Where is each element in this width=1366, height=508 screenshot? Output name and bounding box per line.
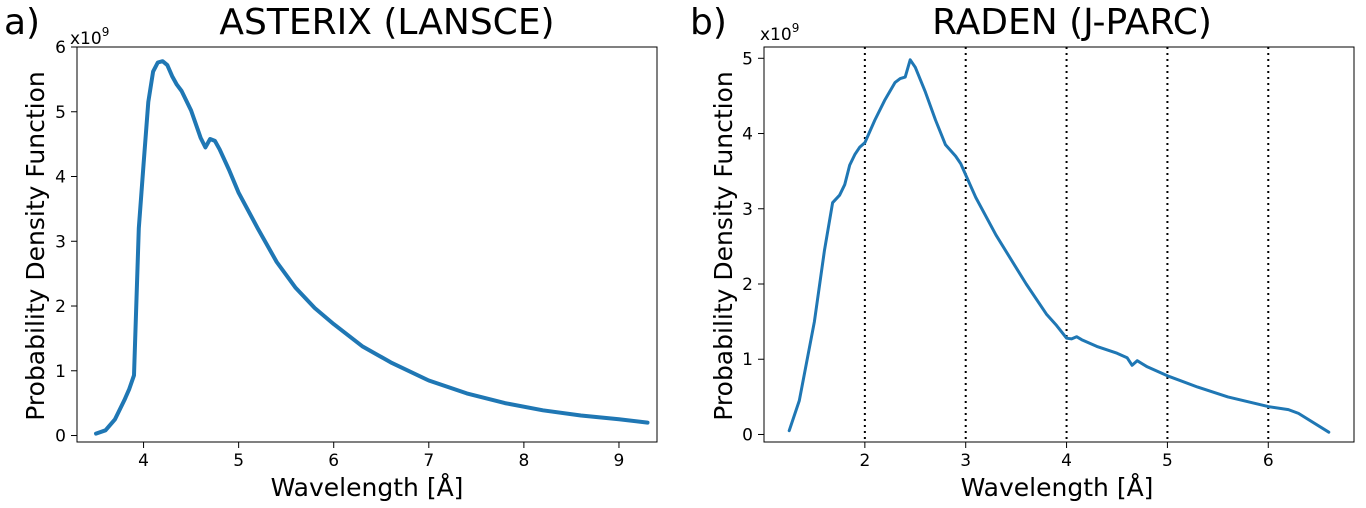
x-tick-label-b-4: 6 bbox=[1263, 451, 1274, 471]
ticks-a: 4 5 6 7 8 9 0 1 2 3 4 5 6 bbox=[55, 38, 624, 471]
x-tick-label-b-2: 4 bbox=[1061, 451, 1072, 471]
panel-a: a) ASTERIX (LANSCE) x109 Probability Den… bbox=[4, 2, 658, 502]
y-tick-label-a-4: 4 bbox=[55, 168, 66, 188]
y-multiplier-exp-b: 9 bbox=[792, 21, 800, 35]
y-multiplier-b: x109 bbox=[760, 21, 799, 45]
series-b bbox=[787, 58, 1331, 434]
y-tick-label-a-3: 3 bbox=[55, 232, 66, 252]
axes-frame-a bbox=[76, 46, 658, 443]
y-tick-label-a-0: 0 bbox=[55, 427, 66, 447]
x-axis-title-b: Wavelength [Å] bbox=[961, 473, 1154, 502]
panel-letter-a: a) bbox=[4, 2, 40, 43]
series-a bbox=[94, 59, 650, 436]
axes-frame-b bbox=[763, 46, 1355, 443]
y-tick-label-a-2: 2 bbox=[55, 297, 66, 317]
y-tick-label-b-2: 2 bbox=[742, 275, 753, 295]
series-line-a-0 bbox=[94, 59, 650, 436]
y-multiplier-a: x109 bbox=[70, 25, 109, 49]
y-axis-title-a: Probability Density Function bbox=[21, 71, 50, 420]
x-tick-label-a-4: 8 bbox=[518, 451, 529, 471]
series-line-b-0 bbox=[787, 58, 1331, 434]
y-tick-label-b-0: 0 bbox=[742, 425, 753, 445]
x-axis-title-a: Wavelength [Å] bbox=[271, 473, 464, 502]
y-multiplier-base-b: x10 bbox=[760, 25, 792, 45]
x-tick-label-b-3: 5 bbox=[1162, 451, 1173, 471]
x-tick-label-b-1: 3 bbox=[960, 451, 971, 471]
panel-title-b: RADEN (J-PARC) bbox=[932, 2, 1212, 43]
y-multiplier-base-a: x10 bbox=[70, 29, 102, 49]
y-axis-title-b: Probability Density Function bbox=[709, 71, 738, 420]
y-tick-label-b-5: 5 bbox=[742, 49, 753, 69]
x-tick-label-a-3: 7 bbox=[423, 451, 434, 471]
panel-letter-b: b) bbox=[690, 2, 727, 43]
x-tick-label-a-0: 4 bbox=[138, 451, 149, 471]
y-tick-label-b-4: 4 bbox=[742, 125, 753, 145]
x-tick-label-a-1: 5 bbox=[233, 451, 244, 471]
y-tick-label-a-6: 6 bbox=[55, 38, 66, 58]
x-tick-label-a-2: 6 bbox=[328, 451, 339, 471]
ticks-b: 2 3 4 5 6 0 1 2 3 4 5 bbox=[742, 49, 1274, 471]
panel-b: b) RADEN (J-PARC) x109 Probability Densi… bbox=[690, 2, 1355, 502]
y-multiplier-exp-a: 9 bbox=[102, 25, 110, 39]
x-tick-label-a-5: 9 bbox=[614, 451, 625, 471]
y-tick-label-a-5: 5 bbox=[55, 103, 66, 123]
x-tick-label-b-0: 2 bbox=[859, 451, 870, 471]
y-tick-label-b-1: 1 bbox=[742, 350, 753, 370]
y-tick-label-b-3: 3 bbox=[742, 200, 753, 220]
y-tick-label-a-1: 1 bbox=[55, 362, 66, 382]
panel-title-a: ASTERIX (LANSCE) bbox=[219, 2, 554, 43]
